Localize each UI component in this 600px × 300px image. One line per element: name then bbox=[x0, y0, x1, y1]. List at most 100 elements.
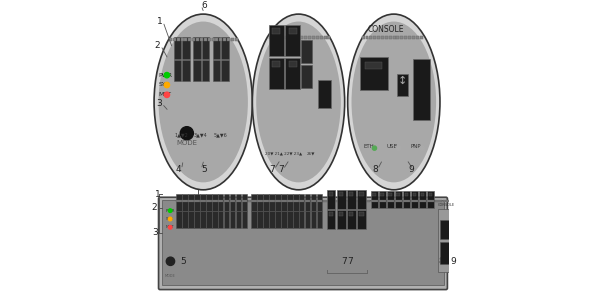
Text: 1: 1 bbox=[155, 190, 161, 199]
Bar bbox=[404, 36, 407, 39]
Bar bbox=[337, 190, 346, 209]
Bar bbox=[242, 194, 247, 211]
Bar bbox=[289, 61, 296, 67]
Bar bbox=[389, 36, 392, 39]
Bar bbox=[275, 200, 281, 202]
Bar bbox=[230, 200, 235, 202]
Bar bbox=[371, 200, 378, 202]
Bar bbox=[419, 200, 426, 202]
Bar bbox=[380, 193, 384, 196]
Bar bbox=[395, 200, 402, 202]
Bar bbox=[184, 38, 187, 41]
Bar bbox=[224, 211, 229, 228]
Bar bbox=[236, 211, 241, 228]
Bar bbox=[269, 194, 275, 211]
Bar bbox=[362, 36, 365, 39]
Bar bbox=[182, 200, 188, 202]
Text: 6: 6 bbox=[201, 1, 207, 10]
Bar bbox=[370, 36, 373, 39]
Bar bbox=[395, 191, 402, 208]
Ellipse shape bbox=[352, 22, 436, 182]
Bar bbox=[475, 200, 482, 202]
Bar bbox=[218, 211, 223, 228]
Bar bbox=[353, 200, 358, 202]
Bar bbox=[388, 200, 394, 202]
Bar bbox=[206, 200, 212, 202]
Bar bbox=[347, 210, 356, 229]
Bar bbox=[385, 36, 388, 39]
Bar bbox=[377, 36, 380, 39]
Text: 5▲▼6: 5▲▼6 bbox=[214, 132, 227, 137]
Bar bbox=[281, 36, 284, 39]
Bar bbox=[483, 200, 490, 202]
Bar bbox=[194, 211, 200, 228]
Bar bbox=[359, 212, 364, 216]
Bar bbox=[272, 61, 280, 67]
Circle shape bbox=[169, 226, 172, 229]
Bar bbox=[287, 194, 293, 211]
Bar bbox=[317, 211, 322, 228]
Bar bbox=[174, 60, 181, 81]
Text: ↕: ↕ bbox=[398, 76, 407, 85]
Bar bbox=[400, 36, 403, 39]
Text: CONSOLE: CONSOLE bbox=[438, 203, 455, 208]
Bar bbox=[365, 36, 368, 39]
Circle shape bbox=[457, 269, 460, 272]
Bar bbox=[439, 209, 455, 272]
Bar bbox=[311, 211, 316, 228]
Bar bbox=[491, 200, 499, 202]
Bar bbox=[311, 200, 316, 202]
Bar bbox=[206, 194, 212, 211]
Ellipse shape bbox=[253, 14, 344, 190]
Bar bbox=[408, 36, 411, 39]
Bar bbox=[188, 200, 194, 202]
Bar bbox=[404, 193, 408, 196]
Bar bbox=[260, 200, 265, 202]
Text: 8: 8 bbox=[439, 257, 445, 266]
Bar bbox=[328, 36, 331, 39]
Bar bbox=[192, 38, 195, 41]
Bar bbox=[413, 59, 430, 120]
Bar bbox=[231, 38, 234, 41]
Bar bbox=[403, 191, 410, 208]
Bar bbox=[281, 211, 287, 228]
Bar bbox=[248, 200, 253, 202]
Bar bbox=[397, 36, 400, 39]
Bar bbox=[419, 191, 426, 208]
Bar bbox=[339, 212, 343, 216]
Text: 4: 4 bbox=[166, 257, 171, 266]
Bar bbox=[347, 190, 356, 209]
Text: 7: 7 bbox=[341, 257, 347, 266]
Bar bbox=[296, 36, 299, 39]
Bar bbox=[293, 211, 299, 228]
Bar bbox=[373, 36, 376, 39]
Bar bbox=[204, 38, 207, 41]
Text: 20▼ 21▲ 22▼ 23▲: 20▼ 21▲ 22▼ 23▲ bbox=[265, 151, 302, 155]
Ellipse shape bbox=[154, 14, 253, 190]
Text: SYS: SYS bbox=[159, 82, 170, 88]
Bar bbox=[337, 210, 346, 229]
Bar bbox=[416, 36, 419, 39]
Bar bbox=[251, 194, 257, 211]
Bar bbox=[200, 194, 206, 211]
Text: 5: 5 bbox=[201, 165, 207, 174]
Bar bbox=[459, 200, 466, 202]
Bar bbox=[299, 200, 304, 202]
Circle shape bbox=[461, 269, 463, 272]
Bar bbox=[359, 192, 364, 196]
Bar bbox=[181, 38, 184, 41]
Bar bbox=[218, 200, 223, 202]
Bar bbox=[382, 200, 388, 202]
Text: 3▲▼4: 3▲▼4 bbox=[194, 132, 208, 137]
Bar bbox=[329, 200, 334, 202]
Bar bbox=[305, 200, 310, 202]
Circle shape bbox=[164, 82, 170, 88]
Bar bbox=[307, 200, 313, 202]
Bar bbox=[293, 200, 299, 202]
Bar bbox=[188, 211, 194, 228]
Bar bbox=[227, 38, 230, 41]
Bar bbox=[242, 200, 247, 202]
Bar bbox=[212, 38, 215, 41]
Ellipse shape bbox=[158, 22, 248, 182]
Bar bbox=[397, 74, 408, 96]
